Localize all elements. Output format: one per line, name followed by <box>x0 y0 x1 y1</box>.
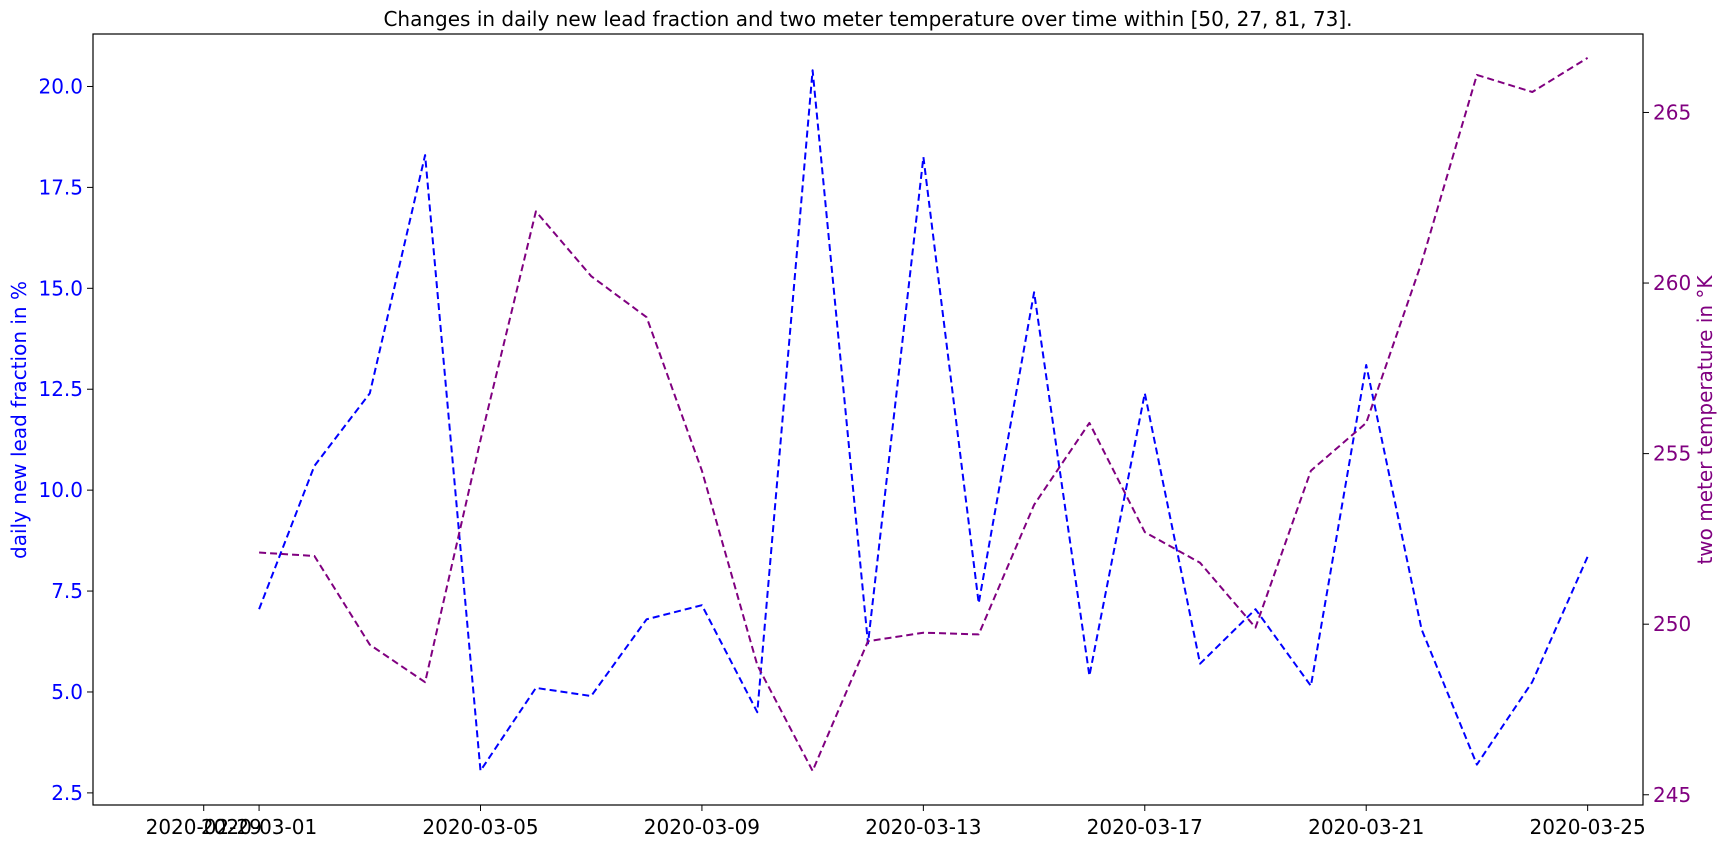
x-tick-label: 2020-03-09 <box>644 815 760 839</box>
left-tick-label: 2.5 <box>51 781 83 805</box>
right-axis-label: two meter temperature in °K <box>1693 275 1717 565</box>
left-tick-label: 7.5 <box>51 579 83 603</box>
left-tick-label: 5.0 <box>51 680 83 704</box>
x-tick-label: 2020-03-17 <box>1087 815 1203 839</box>
x-tick-label: 2020-03-21 <box>1308 815 1424 839</box>
left-tick-label: 15.0 <box>38 276 83 300</box>
left-tick-label: 10.0 <box>38 478 83 502</box>
chart-title: Changes in daily new lead fraction and t… <box>383 7 1352 31</box>
series-line-lead-fraction <box>258 69 1589 772</box>
right-tick-label: 250 <box>1653 612 1691 636</box>
right-tick-label: 265 <box>1653 100 1691 124</box>
x-tick-label: 2020-03-13 <box>865 815 981 839</box>
left-tick-label: 12.5 <box>38 377 83 401</box>
left-tick-label: 17.5 <box>38 175 83 199</box>
x-tick-label: 2020-02-29 <box>146 815 262 839</box>
left-axis-label: daily new lead fraction in % <box>7 281 31 559</box>
right-tick-label: 255 <box>1653 442 1691 466</box>
plot-area <box>258 57 1589 772</box>
plot-frame <box>92 33 1644 806</box>
right-y-axis: 245 250 255 260 265 <box>1643 100 1691 807</box>
series-line-temperature <box>259 57 1589 772</box>
left-tick-label: 20.0 <box>38 74 83 98</box>
x-tick-label: 2020-03-01 <box>201 815 317 839</box>
right-tick-label: 245 <box>1653 783 1691 807</box>
x-tick-label: 2020-03-05 <box>422 815 538 839</box>
right-tick-label: 260 <box>1653 271 1691 295</box>
left-y-axis: 2.5 5.0 7.5 10.0 12.5 15.0 17.5 20.0 <box>38 74 93 805</box>
x-tick-label: 2020-03-25 <box>1530 815 1646 839</box>
